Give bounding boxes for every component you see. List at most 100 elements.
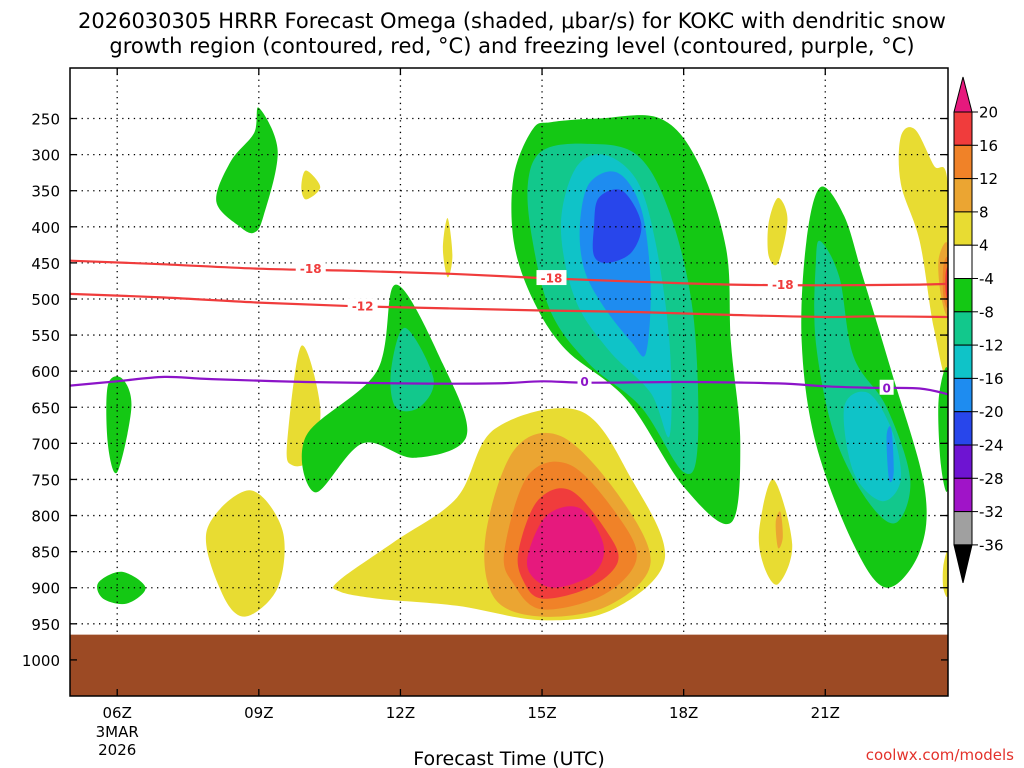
plot-area: -18-18 -18-120 0 — [69, 67, 949, 697]
contour-label-background — [879, 379, 894, 395]
x-tick-label: 06Z — [103, 704, 132, 722]
colorbar-tick-label: -32 — [979, 503, 1004, 521]
colorbar-tick-label: 16 — [979, 137, 998, 155]
colorbar-bin — [953, 377, 973, 413]
omega-contour-fill — [205, 490, 285, 617]
x-tick-year: 2026 — [98, 741, 136, 759]
colorbar-bin — [953, 211, 973, 246]
colorbar: 20 16 12 8 4 -4 -8 -12 -16 -20 -24 -28 -32 -36 — [953, 76, 1004, 584]
colorbar-tick-label: -16 — [979, 370, 1004, 388]
y-tick-label: 800 — [31, 508, 60, 526]
omega-contour-fill — [301, 284, 468, 493]
contour-label-background — [536, 270, 567, 286]
colorbar-tick-label: -8 — [979, 303, 994, 321]
omega-contour-fill — [106, 376, 132, 474]
contour-label: 0 — [882, 381, 890, 395]
y-tick-label: 600 — [31, 363, 60, 381]
temperature-contour-line — [70, 292, 948, 319]
colorbar-bin — [953, 477, 973, 513]
x-tick-date: 3MAR — [96, 723, 139, 741]
colorbar-bin — [953, 178, 973, 213]
y-axis: 250 300 350 400 450 500 550 600 650 700 750 800 850 9… — [22, 111, 948, 670]
colorbar-tick-label: 8 — [979, 203, 989, 221]
omega-contour-fill — [886, 426, 894, 483]
contour-label-background — [767, 276, 798, 292]
x-tick-label: 12Z — [386, 704, 415, 722]
ground-surface — [70, 634, 948, 696]
temperature-contour--12: -12 — [70, 292, 948, 319]
chart-title-line-1: 2026030305 HRRR Forecast Omega (shaded, … — [78, 9, 946, 33]
omega-contour-fill — [767, 197, 788, 266]
plot-clip-group: -18-18 -18-120 0 — [70, 68, 948, 696]
y-tick-label: 950 — [31, 616, 60, 634]
colorbar-tick-label: 20 — [979, 104, 998, 122]
omega-contour-fill — [898, 127, 948, 378]
colorbar-tick-label: -36 — [979, 536, 1004, 554]
colorbar-tick-label: -28 — [979, 470, 1004, 488]
colorbar-tick-label: -4 — [979, 270, 994, 288]
contour-label-background — [347, 298, 378, 314]
x-tick-label: 15Z — [527, 704, 556, 722]
y-tick-label: 550 — [31, 327, 60, 345]
omega-contour-fill — [775, 511, 783, 549]
y-tick-label: 300 — [31, 147, 60, 165]
omega-contour-fill — [301, 170, 321, 200]
colorbar-bin — [953, 244, 973, 279]
y-tick-label: 700 — [31, 435, 60, 453]
y-tick-label: 900 — [31, 580, 60, 598]
contour-label-background — [577, 373, 592, 389]
colorbar-bin — [953, 144, 973, 180]
colorbar-tick-label: 12 — [979, 170, 998, 188]
y-tick-label: 250 — [31, 111, 60, 129]
plot-frame — [69, 67, 949, 697]
y-tick-label: 350 — [31, 183, 60, 201]
x-tick-label: 18Z — [669, 704, 698, 722]
contour-label: 0 — [580, 375, 588, 389]
omega-contour-fill — [938, 367, 948, 492]
y-tick-label: 850 — [31, 544, 60, 562]
x-axis-label: Forecast Time (UTC) — [413, 748, 604, 768]
contour-label: -18 — [300, 262, 322, 276]
omega-contour-fill — [97, 571, 146, 605]
colorbar-bottom-arrow — [953, 544, 973, 584]
colorbar-bin — [953, 511, 973, 546]
contour-label: -18 — [541, 272, 563, 286]
colorbar-bin — [953, 411, 973, 446]
omega-contour-fill — [526, 506, 605, 588]
chart-title-line-2: growth region (contoured, red, °C) and f… — [109, 34, 914, 58]
y-tick-label: 450 — [31, 255, 60, 273]
temperature-contour-line — [70, 375, 948, 396]
colorbar-bin — [953, 278, 973, 313]
y-tick-label: 400 — [31, 219, 60, 237]
colorbar-tick-label: 4 — [979, 237, 989, 255]
omega-contour-fill — [390, 327, 434, 412]
colorbar-tick-label: -20 — [979, 403, 1004, 421]
omega-contour-fill — [592, 189, 642, 264]
x-tick-label: 21Z — [811, 704, 840, 722]
y-tick-label: 500 — [31, 291, 60, 309]
credit-text: coolwx.com/models — [866, 746, 1014, 764]
y-tick-label: 750 — [31, 471, 60, 489]
colorbar-bin — [953, 444, 973, 479]
contour-label: -18 — [772, 278, 794, 292]
omega-contour-fill — [758, 479, 793, 585]
omega-contour-fill — [942, 550, 948, 598]
colorbar-tick-label: -12 — [979, 337, 1004, 355]
omega-contour-fill — [843, 391, 902, 502]
y-tick-label: 650 — [31, 399, 60, 417]
omega-contour-fill — [216, 107, 278, 234]
omega-contour-fill — [442, 218, 453, 278]
y-tick-label: 1000 — [22, 652, 60, 670]
colorbar-bin — [953, 311, 973, 346]
colorbar-top-arrow — [953, 76, 973, 113]
temperature-contour--18: -18 -18 -18 — [70, 259, 948, 292]
colorbar-bin — [953, 111, 973, 146]
contour-label: -12 — [352, 300, 374, 314]
x-tick-label: 09Z — [244, 704, 273, 722]
contour-label-background — [295, 260, 326, 276]
colorbar-bin — [953, 344, 973, 379]
colorbar-tick-label: -24 — [979, 437, 1004, 455]
